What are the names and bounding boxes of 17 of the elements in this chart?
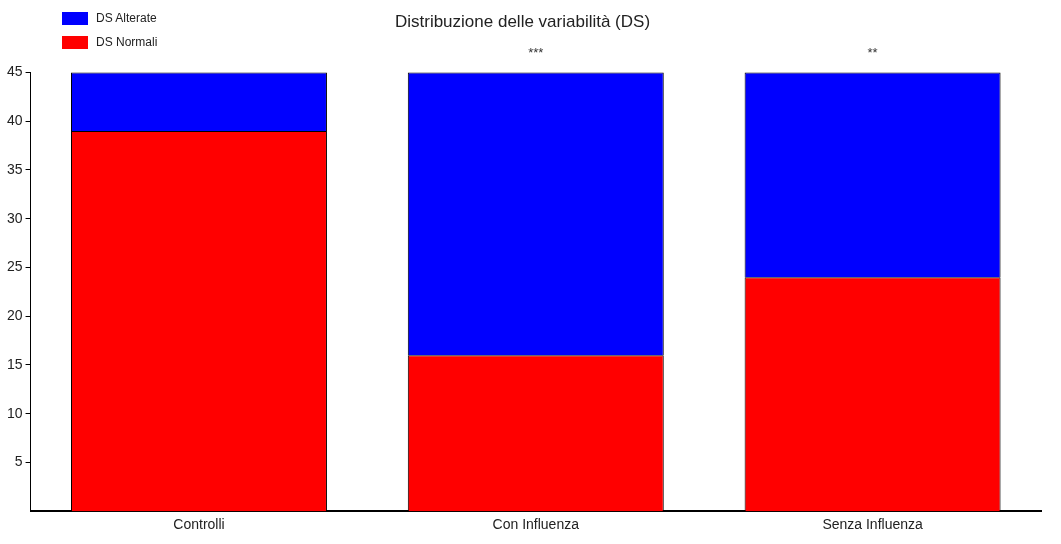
- y-tick-label: 25: [6, 258, 23, 275]
- legend-label: DS Alterate: [96, 11, 157, 25]
- y-tick-label: 30: [6, 209, 23, 226]
- y-tick-label: 15: [6, 355, 23, 372]
- annotation: ***: [528, 45, 544, 61]
- y-tick-label: 45: [6, 63, 23, 80]
- y-tick-label: 20: [6, 307, 23, 324]
- x-tick-label: Senza Influenza: [822, 516, 924, 533]
- x-tick-label: Controlli: [173, 516, 225, 533]
- legend-label: DS Normali: [96, 35, 158, 49]
- y-tick-label: 5: [14, 453, 23, 470]
- x-tick-label: Con Influenza: [492, 516, 580, 533]
- y-tick-label: 40: [6, 112, 23, 129]
- y-tick-label: 35: [6, 160, 23, 177]
- chart-title: Distribuzione delle variabilità (DS): [394, 11, 651, 31]
- annotation: **: [867, 45, 878, 61]
- y-tick-label: 10: [6, 404, 23, 421]
